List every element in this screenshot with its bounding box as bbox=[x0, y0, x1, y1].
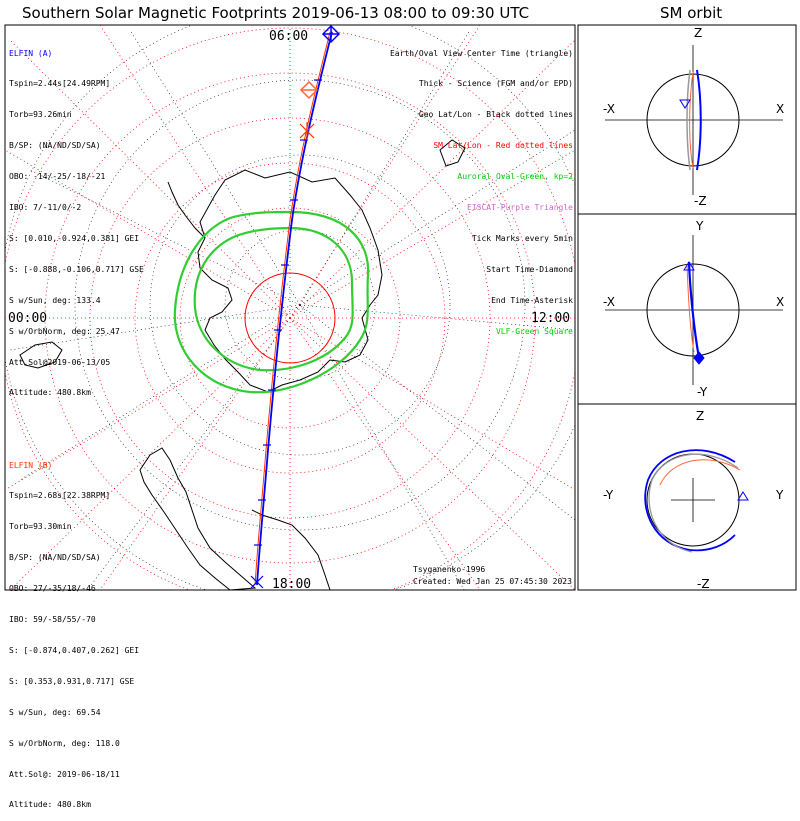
legend-view-center: Earth/Oval View Center Time (triangle) bbox=[389, 48, 573, 58]
elfin-b-line: S w/Sun, deg: 69.54 bbox=[9, 707, 101, 717]
elfin-a-name: ELFIN (A) bbox=[9, 48, 53, 58]
elfin-a-line: OBO: -14/-25/-18/-21 bbox=[9, 172, 106, 182]
sm1-bottom: -Z bbox=[694, 194, 707, 208]
sm-xz-elfin-b-orbit bbox=[686, 69, 691, 171]
elfin-a-line: IBO: 7/-11/0/-2 bbox=[9, 203, 82, 213]
elfin-a-line: Torb=93.26min bbox=[9, 110, 72, 120]
elfin-a-start-diamond bbox=[321, 25, 341, 44]
africa-tip bbox=[19, 341, 63, 369]
sm-yz-elfin-b-orbit bbox=[648, 453, 739, 553]
sm-xy-elfin-a-orbit bbox=[687, 261, 701, 359]
elfin-b-line: B/SP: (NA/ND/SD/SA) bbox=[9, 553, 101, 563]
sm-xy-triangle bbox=[683, 261, 695, 271]
credit-created: Created: Wed Jan 25 07:45:30 2023 bbox=[413, 577, 572, 586]
clock-label-bottom: 18:00 bbox=[272, 577, 311, 592]
legend-eiscat: EISCAT-Purple Triangle bbox=[467, 203, 573, 213]
map-legend: Earth/Oval View Center Time (triangle) T… bbox=[390, 28, 573, 347]
elfin-a-line: Att.Sol@2019-06-13/05 bbox=[9, 357, 111, 367]
elfin-a-line: Altitude: 480.8km bbox=[9, 388, 91, 398]
sm-orbit-title: SM orbit bbox=[660, 4, 723, 22]
elfin-b-line: Tspin=2.68s[22.38RPM] bbox=[9, 491, 111, 501]
elfin-b-info: ELFIN (B) Tspin=2.68s[22.38RPM] Torb=93.… bbox=[9, 440, 139, 821]
elfin-b-line: Att.Sol@: 2019-06-18/11 bbox=[9, 769, 120, 779]
page-title: Southern Solar Magnetic Footprints 2019-… bbox=[22, 4, 530, 22]
elfin-b-name: ELFIN (B) bbox=[9, 460, 53, 470]
elfin-a-line: Tspin=2.44s[24.49RPM] bbox=[9, 79, 111, 89]
map-frame bbox=[4, 24, 576, 591]
elfin-b-end-asterisk bbox=[299, 122, 315, 140]
sm-panel-xz: Z -Z -X X bbox=[603, 26, 784, 208]
elfin-a-footprint-trace bbox=[256, 31, 333, 586]
antarctica-coastline bbox=[197, 169, 383, 393]
elfin-a-info: ELFIN (A) Tspin=2.44s[24.49RPM] Torb=93.… bbox=[9, 28, 144, 409]
sm2-right: X bbox=[776, 295, 784, 309]
elfin-b-line: S w/OrbNorm, deg: 118.0 bbox=[9, 738, 120, 748]
legend-geo-grid: Geo Lat/Lon - Black dotted lines bbox=[418, 110, 573, 120]
elfin-b-line: S: [-0.874,0.407,0.262] GEI bbox=[9, 645, 140, 655]
sm3-right: Y bbox=[775, 488, 784, 502]
antarctic-peninsula bbox=[167, 181, 206, 239]
south-america-west-coast bbox=[251, 509, 331, 590]
sm-grid bbox=[5, 25, 575, 590]
sm1-left: -X bbox=[603, 102, 615, 116]
sm2-top: Y bbox=[695, 219, 704, 233]
sm-yz-triangle bbox=[737, 491, 749, 501]
elfin-a-line: S w/OrbNorm, deg: 25.47 bbox=[9, 326, 120, 336]
new-zealand bbox=[439, 139, 466, 167]
elfin-b-line: S: [0.353,0.931,0.717] GSE bbox=[9, 676, 135, 686]
sm-xz-triangle bbox=[679, 99, 691, 109]
elfin-a-line: S: [0.010,-0.924,0.381] GEI bbox=[9, 233, 140, 243]
sm-xy-elfin-b-orbit bbox=[686, 263, 695, 353]
elfin-a-line: B/SP: (NA/ND/SD/SA) bbox=[9, 141, 101, 151]
legend-tick-marks: Tick Marks every 5min bbox=[471, 233, 573, 243]
sm3-left: -Y bbox=[603, 488, 614, 502]
elfin-b-footprint-trace bbox=[254, 31, 331, 586]
legend-start-time: Start Time-Diamond bbox=[486, 264, 573, 274]
sm2-bottom: -Y bbox=[697, 385, 708, 399]
sm-frame bbox=[577, 24, 797, 591]
sm-pole-circle bbox=[244, 272, 336, 364]
clock-label-top: 06:00 bbox=[269, 29, 308, 44]
sm3-top: Z bbox=[696, 409, 704, 423]
sm3-bottom: -Z bbox=[697, 577, 710, 591]
sm-xz-elfin-a-orbit bbox=[696, 69, 702, 171]
elfin-a-end-asterisk bbox=[250, 575, 264, 589]
legend-science: Thick - Science (FGM and/or EPD) bbox=[418, 79, 573, 89]
elfin-b-line: IBO: 59/-58/55/-70 bbox=[9, 615, 96, 625]
legend-auroral-oval: Auroral Oval-Green, kp=2 bbox=[457, 172, 573, 182]
sm-xz-elfin-b-trace bbox=[689, 71, 694, 169]
sm2-left: -X bbox=[603, 295, 615, 309]
sm-yz-elfin-a-orbit bbox=[644, 449, 736, 552]
clock-label-right: 12:00 bbox=[531, 311, 570, 326]
elfin-a-line: S: [-0.888,-0.106,0.717] GSE bbox=[9, 264, 144, 274]
credit-author: Tsyganenko-1996 bbox=[413, 565, 486, 574]
sm-yz-elfin-b-trace bbox=[659, 459, 741, 486]
elfin-b-start-diamond bbox=[299, 80, 319, 100]
elfin-a-line: S w/Sun, deg: 133.4 bbox=[9, 295, 101, 305]
elfin-b-line: OBO: 27/-35/18/-46 bbox=[9, 584, 96, 594]
footprint-map: 06:00 00:00 12:00 18:00 Z -Z -X X Y -Y -… bbox=[4, 24, 797, 592]
sm-panel-xy: Y -Y -X X bbox=[603, 219, 784, 399]
legend-sm-grid: SM Lat/Lon - Red dotted lines bbox=[433, 141, 573, 151]
legend-end-time: End Time-Asterisk bbox=[491, 295, 573, 305]
auroral-oval-outer bbox=[173, 210, 370, 394]
sm1-top: Z bbox=[694, 26, 702, 40]
elfin-b-line: Altitude: 480.8km bbox=[9, 800, 91, 810]
legend-vlf: VLF-Green Square bbox=[495, 326, 573, 336]
elfin-b-line: Torb=93.30min bbox=[9, 522, 72, 532]
sm-panel-yz: Z -Z -Y Y bbox=[603, 409, 784, 591]
clock-label-left: 00:00 bbox=[8, 311, 47, 326]
south-america-coastline bbox=[139, 447, 257, 590]
auroral-oval-inner bbox=[193, 226, 354, 372]
sm-xy-diamond bbox=[693, 351, 705, 365]
sm1-right: X bbox=[776, 102, 784, 116]
